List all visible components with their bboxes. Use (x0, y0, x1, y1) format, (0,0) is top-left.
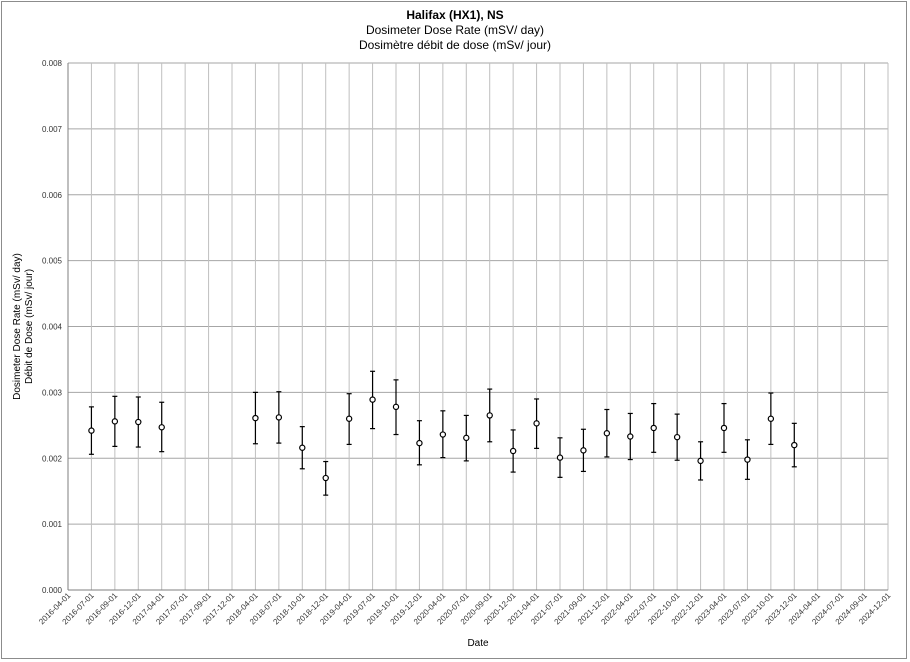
y-tick-label: 0.006 (42, 191, 63, 200)
data-point (791, 422, 798, 468)
data-marker (322, 474, 329, 482)
data-marker (275, 414, 283, 421)
data-point (299, 426, 306, 470)
data-marker (392, 403, 400, 411)
data-marker (673, 433, 681, 441)
data-point (603, 408, 611, 458)
data-marker (697, 457, 704, 465)
data-marker (416, 439, 423, 447)
data-marker (791, 441, 798, 449)
data-marker (509, 447, 517, 455)
data-marker (580, 447, 587, 454)
data-marker (556, 454, 564, 461)
data-marker (627, 433, 634, 440)
y-tick-label: 0.001 (42, 520, 63, 529)
data-marker (88, 427, 95, 434)
y-axis-label-english: Dosimeter Dose Rate (mSv/ day) (12, 253, 23, 400)
data-point (111, 395, 119, 447)
data-point (416, 420, 423, 466)
data-point (767, 392, 775, 446)
data-point (486, 388, 493, 443)
y-tick-label: 0.008 (42, 59, 63, 68)
data-point (369, 370, 376, 430)
data-point (533, 398, 540, 449)
data-marker (369, 396, 376, 403)
data-marker (650, 424, 657, 432)
data-marker (603, 430, 611, 437)
data-marker (158, 424, 165, 431)
data-point (509, 429, 517, 473)
data-marker (463, 434, 470, 442)
y-tick-label: 0.003 (42, 388, 63, 397)
grid (67, 62, 889, 591)
data-marker (486, 412, 493, 419)
data-marker (439, 431, 447, 438)
data-point (345, 393, 353, 446)
data-point (158, 401, 165, 453)
y-tick-label: 0.004 (42, 323, 63, 332)
data-marker (299, 444, 306, 451)
y-axis-label-french: Débit de Dose (mSv/ jour) (24, 269, 35, 384)
data-point (252, 391, 259, 445)
data-point (627, 412, 634, 461)
data-marker (111, 418, 119, 425)
chart-subtitle-french: Dosimètre débit de dose (mSv/ jour) (358, 38, 552, 52)
data-point (720, 402, 728, 453)
data-marker (252, 414, 259, 422)
data-point (580, 428, 587, 473)
data-point (650, 402, 657, 453)
y-tick-label: 0.005 (42, 257, 63, 266)
data-marker (533, 420, 540, 427)
data-point (135, 396, 142, 448)
y-tick-label: 0.007 (42, 125, 63, 134)
data-marker (345, 415, 353, 422)
data-point (556, 437, 564, 478)
data-point (697, 441, 704, 481)
data-point (439, 410, 447, 459)
data-point (392, 379, 400, 436)
x-axis-ticks: 2016-04-012016-07-012016-09-012016-12-01… (37, 591, 893, 627)
data-point (673, 413, 681, 461)
data-marker (135, 418, 142, 426)
y-tick-label: 0.002 (42, 454, 63, 463)
chart-subtitle-english: Dosimeter Dose Rate (mSV/ day) (365, 23, 545, 37)
data-point (322, 460, 329, 496)
data-point (275, 391, 283, 444)
data-marker (767, 415, 775, 422)
y-tick-label: 0.000 (42, 586, 63, 595)
y-axis-ticks: 0.000 0.001 0.002 0.003 0.004 0.005 0.006 0.007… (42, 59, 63, 595)
x-axis-label: Date (467, 638, 489, 649)
data-point (463, 414, 470, 462)
chart-title: Halifax (HX1), NS (406, 8, 504, 22)
data-marker (744, 456, 751, 463)
data-point (744, 439, 751, 480)
data-marker (720, 424, 728, 432)
data-point (88, 406, 95, 455)
data-points (88, 370, 798, 496)
